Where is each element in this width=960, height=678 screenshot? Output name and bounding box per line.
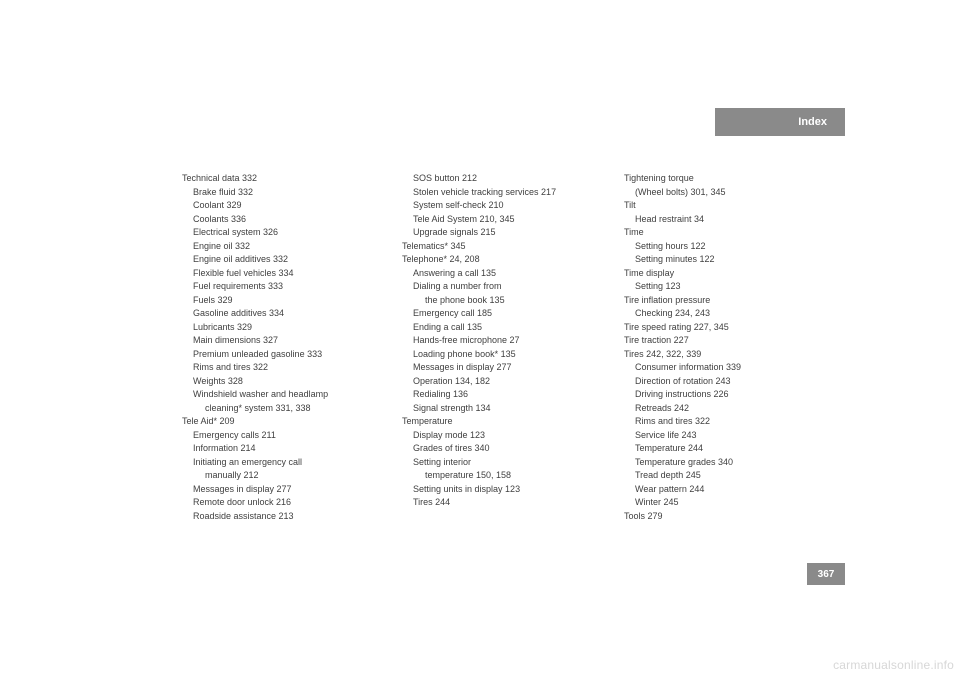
index-entry: Messages in display 277 bbox=[182, 483, 402, 497]
index-entry: Information 214 bbox=[182, 442, 402, 456]
index-entry: Hands-free microphone 27 bbox=[402, 334, 624, 348]
index-entry: Temperature grades 340 bbox=[624, 456, 834, 470]
index-entry: temperature 150, 158 bbox=[402, 469, 624, 483]
index-entry: manually 212 bbox=[182, 469, 402, 483]
index-entry: Coolants 336 bbox=[182, 213, 402, 227]
index-entry: Tilt bbox=[624, 199, 834, 213]
index-entry: Lubricants 329 bbox=[182, 321, 402, 335]
index-entry: Grades of tires 340 bbox=[402, 442, 624, 456]
index-entry: Display mode 123 bbox=[402, 429, 624, 443]
index-entry: Time display bbox=[624, 267, 834, 281]
index-entry: Answering a call 135 bbox=[402, 267, 624, 281]
index-entry: Ending a call 135 bbox=[402, 321, 624, 335]
index-entry: Setting 123 bbox=[624, 280, 834, 294]
page: Index Technical data 332Brake fluid 332C… bbox=[0, 0, 960, 678]
index-entry: Head restraint 34 bbox=[624, 213, 834, 227]
index-entry: Stolen vehicle tracking services 217 bbox=[402, 186, 624, 200]
index-entry: Windshield washer and headlamp bbox=[182, 388, 402, 402]
index-entry: Setting units in display 123 bbox=[402, 483, 624, 497]
index-entry: Premium unleaded gasoline 333 bbox=[182, 348, 402, 362]
index-entry: Temperature 244 bbox=[624, 442, 834, 456]
page-number: 367 bbox=[818, 569, 835, 580]
index-entry: Tools 279 bbox=[624, 510, 834, 524]
index-entry: Coolant 329 bbox=[182, 199, 402, 213]
index-entry: Tire speed rating 227, 345 bbox=[624, 321, 834, 335]
index-entry: Winter 245 bbox=[624, 496, 834, 510]
index-entry: Upgrade signals 215 bbox=[402, 226, 624, 240]
column-2: SOS button 212Stolen vehicle tracking se… bbox=[402, 172, 624, 523]
watermark: carmanualsonline.info bbox=[833, 658, 954, 672]
index-entry: Setting minutes 122 bbox=[624, 253, 834, 267]
index-entry: Brake fluid 332 bbox=[182, 186, 402, 200]
index-entry: (Wheel bolts) 301, 345 bbox=[624, 186, 834, 200]
header-tab: Index bbox=[715, 108, 845, 136]
index-entry: cleaning* system 331, 338 bbox=[182, 402, 402, 416]
index-entry: Rims and tires 322 bbox=[182, 361, 402, 375]
index-entry: the phone book 135 bbox=[402, 294, 624, 308]
index-entry: Tightening torque bbox=[624, 172, 834, 186]
header-title: Index bbox=[798, 116, 827, 128]
index-entry: Setting hours 122 bbox=[624, 240, 834, 254]
index-entry: Time bbox=[624, 226, 834, 240]
index-entry: Tele Aid System 210, 345 bbox=[402, 213, 624, 227]
index-entry: Retreads 242 bbox=[624, 402, 834, 416]
index-entry: Emergency calls 211 bbox=[182, 429, 402, 443]
index-entry: Weights 328 bbox=[182, 375, 402, 389]
index-entry: Wear pattern 244 bbox=[624, 483, 834, 497]
index-entry: Tires 244 bbox=[402, 496, 624, 510]
index-entry: Emergency call 185 bbox=[402, 307, 624, 321]
index-entry: Operation 134, 182 bbox=[402, 375, 624, 389]
index-entry: Engine oil additives 332 bbox=[182, 253, 402, 267]
index-entry: Tele Aid* 209 bbox=[182, 415, 402, 429]
index-entry: Electrical system 326 bbox=[182, 226, 402, 240]
index-entry: Tire traction 227 bbox=[624, 334, 834, 348]
index-entry: Telematics* 345 bbox=[402, 240, 624, 254]
index-entry: Roadside assistance 213 bbox=[182, 510, 402, 524]
index-entry: Initiating an emergency call bbox=[182, 456, 402, 470]
page-number-box: 367 bbox=[807, 563, 845, 585]
index-entry: Consumer information 339 bbox=[624, 361, 834, 375]
index-entry: SOS button 212 bbox=[402, 172, 624, 186]
index-entry: System self-check 210 bbox=[402, 199, 624, 213]
index-entry: Remote door unlock 216 bbox=[182, 496, 402, 510]
index-entry: Setting interior bbox=[402, 456, 624, 470]
index-entry: Main dimensions 327 bbox=[182, 334, 402, 348]
index-columns: Technical data 332Brake fluid 332Coolant… bbox=[182, 172, 850, 523]
index-entry: Fuel requirements 333 bbox=[182, 280, 402, 294]
index-entry: Fuels 329 bbox=[182, 294, 402, 308]
index-entry: Dialing a number from bbox=[402, 280, 624, 294]
index-entry: Loading phone book* 135 bbox=[402, 348, 624, 362]
index-entry: Telephone* 24, 208 bbox=[402, 253, 624, 267]
index-entry: Checking 234, 243 bbox=[624, 307, 834, 321]
index-entry: Tread depth 245 bbox=[624, 469, 834, 483]
index-entry: Technical data 332 bbox=[182, 172, 402, 186]
index-entry: Service life 243 bbox=[624, 429, 834, 443]
index-entry: Tire inflation pressure bbox=[624, 294, 834, 308]
index-entry: Direction of rotation 243 bbox=[624, 375, 834, 389]
column-3: Tightening torque(Wheel bolts) 301, 345T… bbox=[624, 172, 834, 523]
column-1: Technical data 332Brake fluid 332Coolant… bbox=[182, 172, 402, 523]
index-entry: Messages in display 277 bbox=[402, 361, 624, 375]
index-entry: Gasoline additives 334 bbox=[182, 307, 402, 321]
index-entry: Flexible fuel vehicles 334 bbox=[182, 267, 402, 281]
index-entry: Driving instructions 226 bbox=[624, 388, 834, 402]
index-entry: Tires 242, 322, 339 bbox=[624, 348, 834, 362]
index-entry: Signal strength 134 bbox=[402, 402, 624, 416]
index-entry: Engine oil 332 bbox=[182, 240, 402, 254]
index-entry: Temperature bbox=[402, 415, 624, 429]
index-entry: Rims and tires 322 bbox=[624, 415, 834, 429]
index-entry: Redialing 136 bbox=[402, 388, 624, 402]
